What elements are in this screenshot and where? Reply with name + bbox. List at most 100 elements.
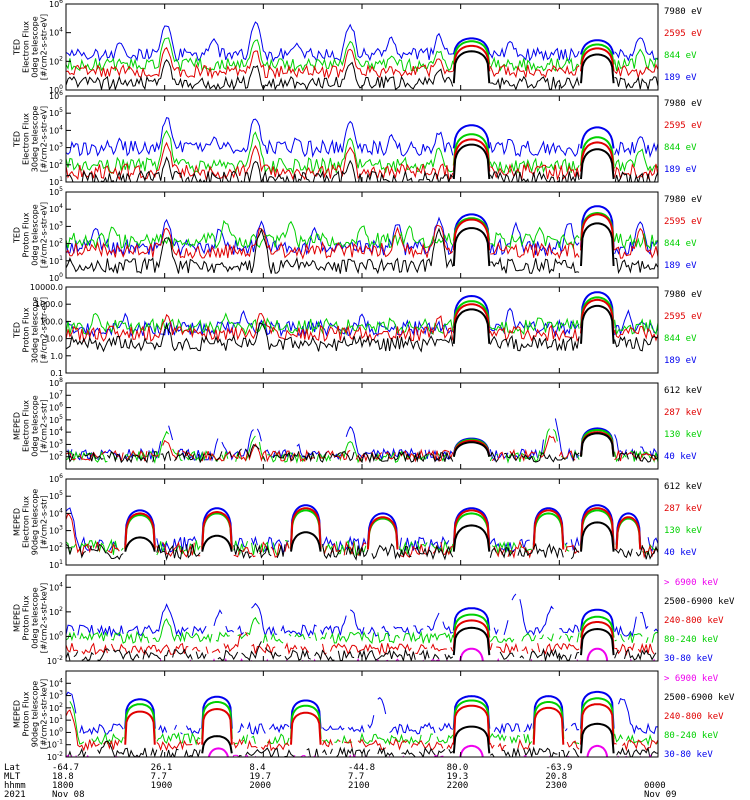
legend-entry: 40 keV xyxy=(664,548,697,558)
y-tick-label: 101 xyxy=(49,176,63,187)
y-tick-label: 103 xyxy=(49,142,63,153)
footer-value: 80.0 xyxy=(447,763,469,773)
series-trace xyxy=(66,37,658,73)
y-tick-label: 104 xyxy=(49,581,63,592)
belt-arc xyxy=(580,126,615,149)
y-tick-label: 103 xyxy=(49,438,63,449)
belt-arc xyxy=(452,294,491,329)
series-trace xyxy=(66,616,658,645)
belt-arc xyxy=(207,747,230,757)
footer-value: Nov 08 xyxy=(52,790,85,800)
belt-arc xyxy=(452,613,491,638)
belt-arc xyxy=(452,143,491,180)
belt-arc xyxy=(580,205,615,248)
y-tick-label: 10-2 xyxy=(47,751,63,762)
belt-arc xyxy=(124,536,156,552)
series-trace xyxy=(66,116,658,158)
belt-arc xyxy=(452,213,491,248)
belt-arc xyxy=(201,695,233,729)
y-tick-label: 106 xyxy=(49,402,63,413)
y-tick-label: 100 xyxy=(49,84,63,95)
legend-entry: > 6900 keV xyxy=(664,674,719,684)
belt-arc xyxy=(452,133,491,166)
y-tick-label: 103 xyxy=(49,690,63,701)
belt-arc xyxy=(452,37,491,55)
belt-arc xyxy=(366,516,399,550)
belt-arc xyxy=(124,703,156,739)
footer-value: 19.7 xyxy=(249,772,271,782)
footer-value: 1900 xyxy=(151,781,173,791)
legend-entry: 844 eV xyxy=(664,143,697,153)
belt-arc xyxy=(201,510,233,550)
series-trace xyxy=(66,593,658,638)
legend-entry: 189 eV xyxy=(664,356,697,366)
belt-arc xyxy=(580,429,615,457)
y-tick-label: 10.0 xyxy=(45,335,63,344)
y-tick-label: 105 xyxy=(49,186,63,197)
belt-arc xyxy=(580,211,615,241)
panel-4: 0.1 1.0 10.0 100.0 1000.0 10000.0 TEDProton Fl… xyxy=(13,283,703,378)
belt-arc xyxy=(452,509,491,550)
legend-entry: 2595 eV xyxy=(664,312,703,322)
belt-arc xyxy=(580,39,615,55)
belt-arc xyxy=(532,701,565,739)
belt-arc xyxy=(452,124,491,149)
y-tick-label: 104 xyxy=(49,426,63,437)
belt-arc xyxy=(459,744,484,757)
legend-entry: 7980 eV xyxy=(664,99,703,109)
belt-arc xyxy=(290,507,322,550)
series-trace xyxy=(66,322,658,353)
legend-entry: 189 eV xyxy=(664,261,697,271)
belt-arc xyxy=(580,722,615,754)
belt-arc xyxy=(580,148,615,180)
footer-value: 7.7 xyxy=(151,772,167,782)
belt-arc xyxy=(586,744,609,757)
belt-arc xyxy=(452,607,491,631)
y-tick-label: 0.1 xyxy=(50,369,63,378)
legend-entry: 30-80 keV xyxy=(664,750,713,760)
belt-arc xyxy=(452,725,491,754)
legend-entry: 7980 eV xyxy=(664,195,703,205)
y-tick-label: 105 xyxy=(49,107,63,118)
legend-entry: 2595 eV xyxy=(664,29,703,39)
belt-arc xyxy=(452,227,491,267)
y-axis-label: MEPEDProton Flux90deg telescope[#/cm2-s-… xyxy=(13,679,49,750)
footer-value: 2300 xyxy=(545,781,567,791)
belt-arc xyxy=(580,504,615,545)
belt-arc xyxy=(580,298,615,334)
belt-arc xyxy=(532,507,565,545)
series-trace xyxy=(66,542,658,561)
y-tick-label: 104 xyxy=(49,507,63,518)
y-tick-label: 103 xyxy=(49,220,63,231)
belt-arc xyxy=(290,711,322,745)
belt-arc xyxy=(201,707,233,745)
belt-arc xyxy=(290,704,322,739)
series-trace xyxy=(66,21,658,63)
y-tick-label: 100 xyxy=(49,726,63,737)
footer-value: 2200 xyxy=(447,781,469,791)
legend-entry: 40 keV xyxy=(664,452,697,462)
belt-arc xyxy=(580,697,615,739)
footer-value: 2000 xyxy=(249,781,271,791)
belt-arc xyxy=(366,512,399,545)
belt-arc xyxy=(290,531,322,552)
footer-value: 1800 xyxy=(52,781,74,791)
legend-entry: 130 keV xyxy=(664,526,703,536)
y-tick-label: 105 xyxy=(49,490,63,501)
series-trace xyxy=(66,216,658,257)
series-trace xyxy=(66,312,658,343)
footer-value: -64.7 xyxy=(52,763,79,773)
legend-entry: 844 eV xyxy=(664,334,697,344)
series-trace xyxy=(66,691,658,736)
y-tick-label: 102 xyxy=(49,159,63,170)
belt-arc xyxy=(452,695,491,729)
footer-value: 0000 xyxy=(644,781,666,791)
belt-arc xyxy=(586,647,609,661)
belt-arc xyxy=(124,509,156,545)
y-tick-label: 101 xyxy=(49,714,63,725)
